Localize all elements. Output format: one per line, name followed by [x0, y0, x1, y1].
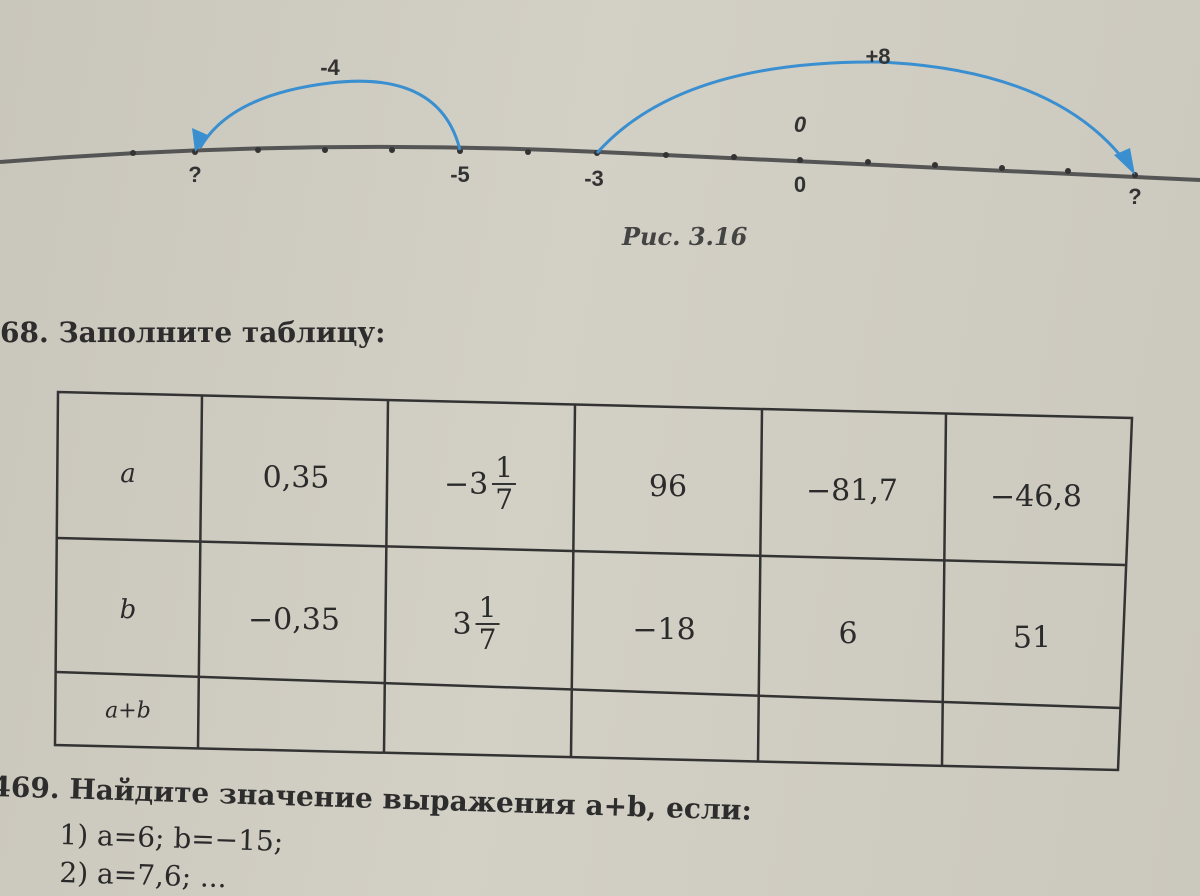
row-header-a: a	[120, 459, 136, 489]
jump-right-arrow	[595, 60, 1132, 169]
number-line	[0, 144, 1200, 182]
jump-left-arrow	[198, 79, 462, 151]
arrowhead-left-icon	[192, 128, 210, 152]
cell-a-4: −81,7	[806, 473, 898, 509]
task-title: Заполните таблицу:	[58, 316, 386, 349]
fraction-numerator: 1	[492, 453, 517, 485]
row-header-sum: a+b	[105, 698, 151, 724]
cell-a-5: −46,8	[990, 479, 1082, 515]
task-number-text: 469.	[0, 770, 61, 806]
cell-a-2: −3 1 7	[443, 453, 517, 516]
point-label: ?	[188, 162, 202, 187]
origin-label: 0	[793, 112, 807, 137]
table-grid	[53, 390, 1134, 772]
task-number-text: 68.	[0, 316, 49, 349]
cell-b-4: 6	[838, 616, 858, 652]
jump-left-label: -4	[320, 55, 340, 80]
row-header-b: b	[119, 595, 137, 625]
arrowhead-right-icon	[1114, 148, 1135, 175]
point-label: ?	[1128, 184, 1142, 209]
point-label: 0	[793, 172, 807, 197]
fraction-whole: 3	[452, 606, 472, 642]
task-number: 68. Заполните таблицу:	[0, 316, 386, 349]
figure-caption: Рис. 3.16	[622, 222, 748, 251]
cell-b-3: −18	[632, 612, 696, 648]
cell-a-1: 0,35	[262, 460, 330, 496]
jump-right-label: +8	[865, 44, 891, 69]
cell-a-3: 96	[648, 469, 688, 505]
fraction-numerator: 1	[475, 593, 500, 625]
fraction-whole: −3	[443, 466, 489, 502]
point-label: -5	[450, 162, 470, 187]
cell-b-5: 51	[1012, 620, 1052, 656]
cell-b-1: −0,35	[248, 602, 340, 638]
task-469-item-2: 2) a=7,6; ...	[58, 856, 228, 895]
task-469-item-1: 1) a=6; b=−15;	[58, 818, 284, 859]
point-label: -3	[584, 166, 604, 191]
fraction-denominator: 7	[495, 483, 514, 516]
fraction-denominator: 7	[478, 623, 497, 656]
